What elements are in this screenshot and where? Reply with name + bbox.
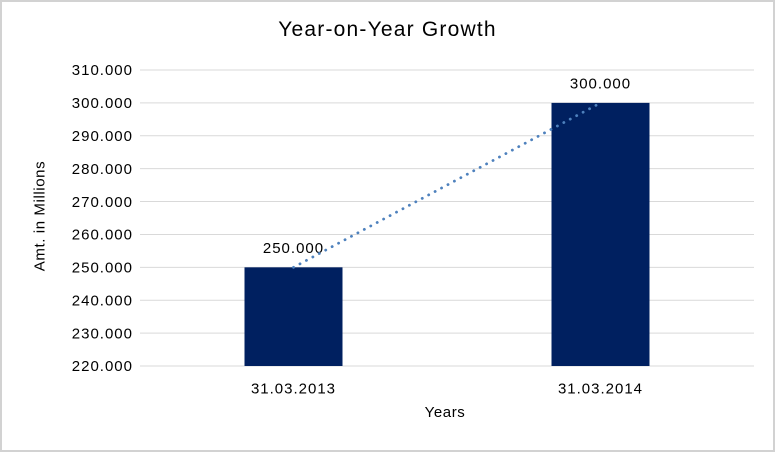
y-tick-label: 310.000	[72, 62, 133, 79]
y-tick-label: 260.000	[72, 227, 133, 244]
y-tick-label: 270.000	[72, 194, 133, 211]
chart-title: Year-on-Year Growth	[278, 18, 497, 41]
data-label: 250.000	[263, 240, 324, 257]
bar	[244, 267, 343, 366]
y-tick-label: 300.000	[72, 95, 133, 112]
y-tick-label: 290.000	[72, 128, 133, 145]
x-category-label: 31.03.2013	[251, 381, 336, 398]
y-axis-title: Amt. in Millions	[31, 160, 49, 272]
y-tick-label: 280.000	[72, 161, 133, 178]
x-category-label: 31.03.2014	[558, 381, 643, 398]
trendline	[292, 101, 602, 269]
bar	[551, 102, 650, 366]
y-tick-label: 240.000	[72, 292, 133, 309]
x-axis-title: Years	[424, 404, 466, 421]
y-tick-label: 220.000	[72, 358, 133, 375]
y-tick-label: 230.000	[72, 325, 133, 342]
data-label: 300.000	[570, 75, 631, 92]
y-tick-label: 250.000	[72, 260, 133, 277]
